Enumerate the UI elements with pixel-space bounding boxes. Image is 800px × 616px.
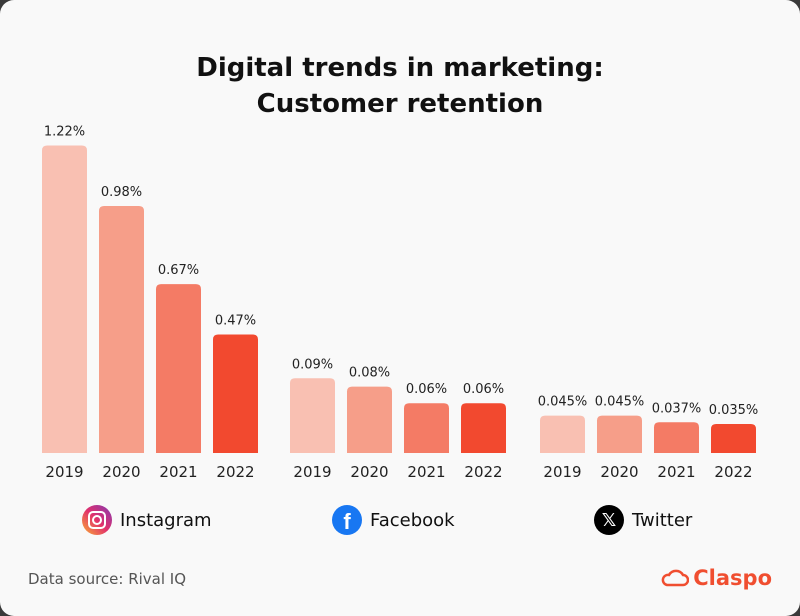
x-icon: 𝕏 (594, 505, 624, 535)
chart-title: Digital trends in marketing: Customer re… (0, 50, 800, 122)
data-source: Data source: Rival IQ (28, 570, 187, 588)
title-line-2: Customer retention (256, 89, 544, 119)
instagram-icon (82, 505, 112, 535)
x-tick-label: 2021 (159, 463, 197, 481)
bar-twitter-2021 (654, 422, 699, 453)
x-tick-label: 2022 (714, 463, 752, 481)
data-label: 0.98% (101, 185, 142, 200)
legend-facebook: f Facebook (332, 505, 455, 535)
x-tick-label: 2020 (350, 463, 388, 481)
x-tick-label: 2020 (102, 463, 140, 481)
bar-instagram-2021 (156, 284, 201, 453)
brand-logo: Claspo (661, 566, 772, 590)
brand-name: Claspo (693, 566, 772, 590)
x-tick-label: 2020 (600, 463, 638, 481)
data-label: 0.47% (215, 314, 256, 329)
bar-instagram-2022 (213, 334, 258, 453)
legend-label: Instagram (120, 509, 212, 531)
data-label: 0.06% (463, 382, 504, 397)
x-tick-label: 2022 (216, 463, 254, 481)
x-tick-label: 2019 (45, 463, 83, 481)
cloud-icon (661, 569, 690, 587)
x-tick-label: 2019 (543, 463, 581, 481)
bar-twitter-2022 (711, 423, 756, 453)
title-line-1: Digital trends in marketing: (196, 53, 604, 83)
bar-twitter-2019 (540, 415, 585, 453)
facebook-icon: f (332, 505, 362, 535)
bar-facebook-2019 (290, 378, 335, 453)
legend-twitter: 𝕏 Twitter (594, 505, 692, 535)
bar-instagram-2019 (42, 145, 87, 453)
data-label: 1.22% (44, 125, 85, 140)
legend-label: Twitter (632, 509, 693, 531)
data-label: 0.037% (652, 401, 702, 416)
bar-facebook-2021 (404, 403, 449, 453)
bar-facebook-2022 (461, 403, 506, 453)
data-label: 0.045% (538, 395, 588, 410)
legend-label: Facebook (370, 509, 455, 531)
bar-facebook-2020 (347, 386, 392, 453)
data-label: 0.09% (292, 357, 333, 372)
data-label: 0.67% (158, 263, 199, 278)
bar-instagram-2020 (99, 206, 144, 453)
data-label: 0.035% (709, 403, 759, 418)
x-tick-label: 2022 (464, 463, 502, 481)
bar-twitter-2020 (597, 415, 642, 453)
data-label: 0.045% (595, 395, 645, 410)
x-tick-label: 2021 (407, 463, 445, 481)
x-tick-label: 2019 (293, 463, 331, 481)
x-tick-label: 2021 (657, 463, 695, 481)
data-label: 0.08% (349, 366, 390, 381)
data-label: 0.06% (406, 382, 447, 397)
legend-instagram: Instagram (82, 505, 212, 535)
